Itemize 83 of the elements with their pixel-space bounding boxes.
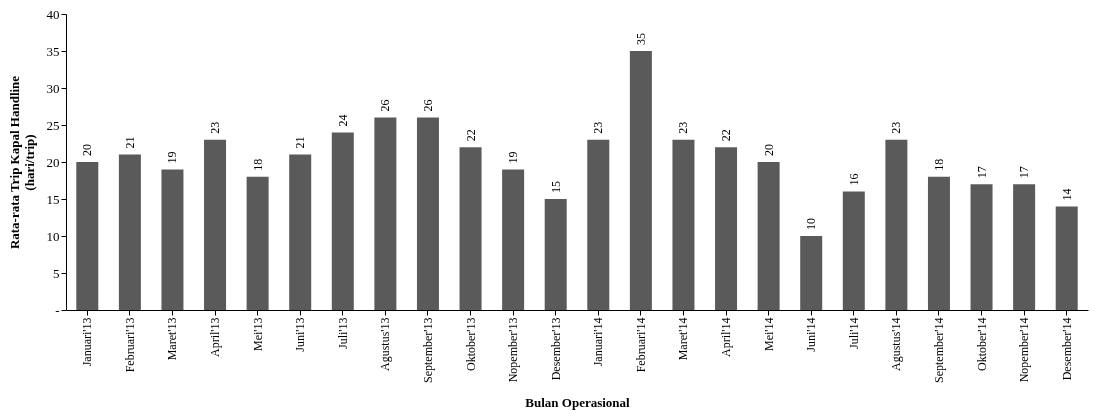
data-label: 19 — [165, 151, 180, 164]
bar — [1013, 184, 1036, 310]
data-label: 15 — [548, 181, 563, 193]
bar — [715, 147, 738, 310]
y-tick-label: - — [55, 302, 60, 318]
x-tick-label: Desember'13 — [548, 317, 563, 381]
x-tick-label: September'13 — [420, 317, 435, 383]
data-label: 23 — [208, 121, 223, 134]
bar — [1055, 206, 1078, 310]
data-label: 19 — [506, 151, 521, 164]
bar — [927, 176, 950, 310]
y-tick-label: 15 — [46, 191, 60, 207]
data-label: 20 — [761, 144, 776, 156]
y-axis-title: Rata-rata Trip Kapal Handline (hari/trip) — [6, 75, 37, 250]
bar — [629, 51, 652, 310]
data-label: 22 — [463, 129, 478, 142]
data-label: 26 — [420, 99, 435, 112]
x-tick-label: Juni'14 — [804, 317, 819, 352]
x-tick-label: Desember'14 — [1059, 317, 1074, 381]
y-tick-label: 25 — [46, 117, 60, 133]
x-tick-label: Mei'14 — [761, 317, 776, 351]
bar — [800, 236, 823, 310]
x-tick-label: Februari'14 — [633, 317, 648, 373]
x-tick-label: Juli'13 — [335, 317, 350, 349]
x-tick-label: Juni'13 — [293, 317, 308, 352]
x-tick-label: Juli'14 — [846, 317, 861, 349]
data-label: 21 — [293, 136, 308, 149]
x-tick-label: April'14 — [719, 317, 734, 357]
y-tick-label: 10 — [46, 228, 60, 244]
x-tick-label: Januari'14 — [591, 317, 606, 367]
x-tick-label: Maret'14 — [676, 317, 691, 361]
bar — [885, 139, 908, 310]
bar — [374, 117, 397, 310]
bar — [757, 162, 780, 310]
bar — [502, 169, 525, 310]
bar — [842, 191, 865, 310]
data-label: 24 — [335, 114, 350, 127]
y-tick-label: 40 — [46, 6, 60, 22]
x-tick-label: Nopember'14 — [1017, 317, 1032, 383]
x-tick-label: Januari'13 — [80, 317, 95, 367]
data-label: 23 — [676, 121, 691, 134]
bar — [76, 162, 99, 310]
x-axis-title: Bulan Operasional — [525, 394, 631, 410]
bar — [246, 176, 269, 310]
data-label: 10 — [804, 218, 819, 230]
data-label: 23 — [591, 121, 606, 134]
data-label: 23 — [889, 121, 904, 134]
data-label: 20 — [80, 144, 95, 156]
x-tick-label: Maret'13 — [165, 317, 180, 361]
y-tick-label: 30 — [46, 80, 60, 96]
data-label: 35 — [633, 33, 648, 45]
data-label: 22 — [719, 129, 734, 142]
y-tick-label: 5 — [53, 265, 60, 281]
x-tick-label: Mei'13 — [250, 317, 265, 351]
bar — [416, 117, 439, 310]
x-tick-label: April'13 — [208, 317, 223, 357]
data-label: 14 — [1059, 188, 1074, 201]
bar — [672, 139, 695, 310]
bar — [118, 154, 141, 310]
x-tick-label: September'14 — [931, 317, 946, 383]
bar — [161, 169, 184, 310]
x-tick-label: Agustus'13 — [378, 317, 393, 372]
x-tick-label: Nopember'13 — [506, 317, 521, 383]
x-tick-label: Agustus'14 — [889, 317, 904, 372]
data-label: 18 — [931, 158, 946, 171]
y-tick-label: 35 — [46, 43, 60, 59]
bar — [459, 147, 482, 310]
bar — [587, 139, 610, 310]
data-label: 17 — [974, 166, 989, 179]
bar — [204, 139, 227, 310]
data-label: 17 — [1017, 166, 1032, 179]
data-label: 16 — [846, 173, 861, 186]
bar — [331, 132, 354, 310]
x-tick-label: Oktober'13 — [463, 317, 478, 371]
data-label: 26 — [378, 99, 393, 112]
x-tick-label: Februari'13 — [122, 317, 137, 373]
y-tick-label: 20 — [46, 154, 60, 170]
data-label: 18 — [250, 158, 265, 171]
bar — [289, 154, 312, 310]
bar — [970, 184, 993, 310]
x-tick-label: Oktober'14 — [974, 317, 989, 371]
data-label: 21 — [122, 136, 137, 149]
bar — [544, 199, 567, 310]
